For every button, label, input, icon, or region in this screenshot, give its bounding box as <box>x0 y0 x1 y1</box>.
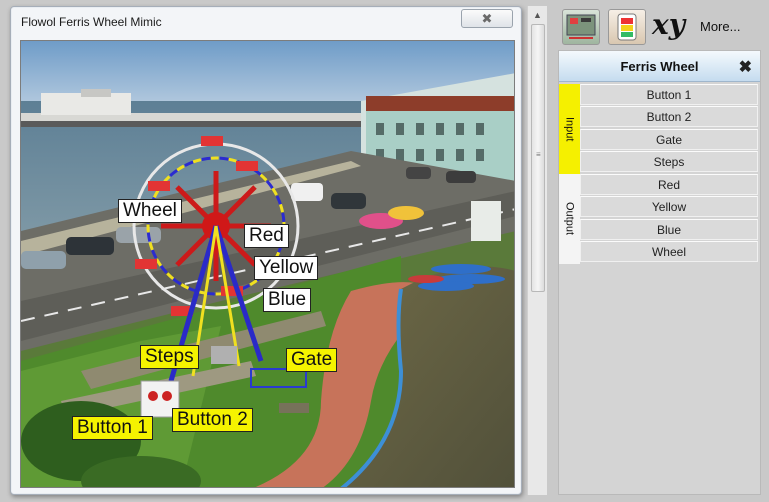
input-group-tag: Input <box>559 84 580 174</box>
input-item-steps[interactable]: Steps <box>580 151 758 172</box>
more-button[interactable]: More... <box>700 19 741 34</box>
mimic-label-wheel[interactable]: Wheel <box>118 199 182 223</box>
panel-header: Ferris Wheel ✖ <box>559 51 760 82</box>
scrollbar-thumb[interactable]: ≡ <box>531 24 545 292</box>
output-group: Output Red Yellow Blue Wheel <box>559 174 760 264</box>
grip-icon: ≡ <box>536 150 541 159</box>
scroll-up-icon[interactable]: ▲ <box>533 10 542 20</box>
lamp-tool-icon[interactable] <box>608 9 646 45</box>
output-item-red[interactable]: Red <box>580 174 758 195</box>
window-title: Flowol Ferris Wheel Mimic <box>21 15 162 29</box>
output-item-yellow[interactable]: Yellow <box>580 196 758 217</box>
ferris-wheel-panel: Ferris Wheel ✖ Input Button 1 Button 2 G… <box>558 50 761 495</box>
pin-icon[interactable]: ✖ <box>738 59 752 76</box>
output-item-wheel[interactable]: Wheel <box>580 241 758 262</box>
input-item-gate[interactable]: Gate <box>580 129 758 150</box>
mimic-label-steps[interactable]: Steps <box>140 345 199 369</box>
toolbar: xy More... <box>558 6 764 50</box>
mimic-board-icon[interactable] <box>562 9 600 45</box>
mimic-label-red[interactable]: Red <box>244 224 289 248</box>
ferris-wheel-photo: Wheel Red Yellow Blue Steps Gate Button … <box>20 40 515 488</box>
mimic-label-gate[interactable]: Gate <box>286 348 338 372</box>
close-icon: ✖ <box>481 10 493 26</box>
mimic-window: Flowol Ferris Wheel Mimic ✖ <box>10 6 522 495</box>
input-item-button2[interactable]: Button 2 <box>580 106 758 127</box>
input-item-button1[interactable]: Button 1 <box>580 84 758 105</box>
output-group-tag: Output <box>559 174 580 264</box>
panel-title: Ferris Wheel <box>620 58 699 74</box>
input-group: Input Button 1 Button 2 Gate Steps <box>559 84 760 174</box>
close-button[interactable]: ✖ <box>461 9 513 28</box>
mimic-label-button1[interactable]: Button 1 <box>72 416 153 440</box>
xy-tool-button[interactable]: xy <box>652 8 685 41</box>
vertical-scrollbar[interactable]: ▲ ≡ <box>527 6 547 495</box>
mimic-label-blue[interactable]: Blue <box>263 288 312 312</box>
mimic-label-button2[interactable]: Button 2 <box>172 408 253 432</box>
mimic-label-yellow[interactable]: Yellow <box>254 256 319 280</box>
output-item-blue[interactable]: Blue <box>580 219 758 240</box>
